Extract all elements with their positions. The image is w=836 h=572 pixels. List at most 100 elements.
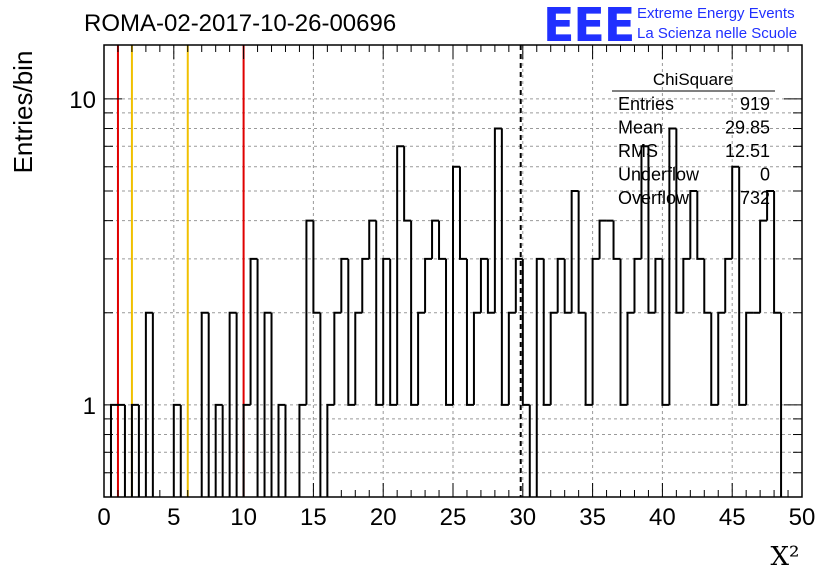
histogram-bin [493, 127, 502, 313]
histogram-bin [668, 127, 677, 405]
histogram-bin [263, 311, 272, 497]
histogram-bin [591, 257, 600, 405]
x-tick-label: 10 [230, 504, 257, 531]
histogram-bin [689, 189, 698, 259]
x-tick-label: 20 [370, 504, 397, 531]
histogram-bin [130, 403, 139, 497]
stats-row-label: Overflow [618, 188, 690, 208]
histogram-bin [703, 258, 712, 314]
histogram-bin [410, 220, 419, 406]
histogram-bin [612, 220, 621, 260]
stats-box: ChiSquare Entries 919 Mean 29.85 RMS 12.51 Und… [612, 70, 775, 208]
histogram-bin [305, 219, 314, 405]
stats-row-value: 29.85 [725, 118, 770, 138]
histogram-bin [465, 258, 474, 406]
x-tick-label: 0 [97, 504, 110, 531]
histogram-bin [333, 311, 342, 405]
histogram-bin [563, 258, 572, 314]
histogram-bin [214, 403, 223, 497]
y-axis-label: Entries/bin [8, 51, 38, 174]
histogram-bin [479, 257, 488, 313]
histogram-bin [570, 189, 579, 313]
stats-row-label: RMS [618, 141, 658, 161]
histogram-bin [277, 403, 286, 497]
histogram-bin [424, 257, 433, 313]
histogram-bin [500, 128, 509, 406]
y-tick-label: 1 [83, 393, 96, 420]
histogram-bin [507, 311, 516, 405]
histogram-bin [654, 257, 663, 313]
histogram-bin [759, 219, 768, 313]
histogram-bin [417, 311, 426, 405]
logo-text-line1: Extreme Energy Events [637, 5, 795, 22]
histogram-bin [361, 257, 370, 313]
histogram-bin [249, 257, 258, 405]
histogram-bin [633, 257, 642, 313]
histogram-bin [549, 311, 558, 405]
eee-logo-mark: EEE [543, 0, 635, 52]
histogram-bin [598, 219, 607, 259]
histogram-bin [347, 258, 356, 406]
histogram-bin [458, 166, 467, 260]
histogram-bin [745, 311, 754, 405]
histogram-bin [710, 312, 719, 406]
histogram-bin [312, 220, 321, 314]
histogram-bin [535, 257, 544, 497]
histogram-bin [661, 258, 670, 406]
x-tick-label: 15 [300, 504, 327, 531]
histogram-bin [242, 403, 251, 497]
x-tick-label: 45 [719, 504, 746, 531]
histogram-bin [647, 146, 656, 314]
histogram-bin [431, 219, 440, 259]
x-tick-label: 30 [509, 504, 536, 531]
histogram-bin [438, 220, 447, 260]
histogram-bin [228, 311, 237, 497]
histogram-bin [619, 258, 628, 406]
histogram-bin [382, 257, 391, 405]
histogram-bin [472, 311, 481, 405]
x-tick-label: 40 [649, 504, 676, 531]
histogram-bin [640, 145, 649, 259]
histogram-bin [200, 311, 209, 497]
histogram-bin [521, 258, 530, 406]
histogram-bin [717, 311, 726, 405]
logo-text-line2: La Scienza nelle Scuole [637, 25, 798, 42]
stats-row-value: 919 [740, 94, 770, 114]
histogram-bin [340, 257, 349, 313]
stats-row-label: Mean [618, 118, 663, 138]
x-tick-label: 50 [789, 504, 816, 531]
histogram-bin [675, 128, 684, 314]
histogram-bin [766, 189, 775, 221]
x-axis-label: X² [771, 542, 800, 572]
stats-row-value: 12.51 [725, 141, 770, 161]
histogram-bin [682, 257, 691, 313]
x-tick-label: 25 [440, 504, 467, 531]
histogram-bin [696, 190, 705, 260]
axes: 0 5 10 15 20 25 30 35 40 45 50 1 10 [69, 44, 816, 531]
histogram-bars [109, 127, 783, 497]
histogram-bin [773, 190, 782, 314]
histogram-bin [542, 258, 551, 406]
x-tick-label: 35 [579, 504, 606, 531]
histogram-bin [396, 145, 405, 405]
histogram-bin [738, 166, 747, 406]
histogram-bin [403, 146, 412, 222]
stats-row-label: Entries [618, 94, 674, 114]
histogram-bin [172, 403, 181, 497]
histogram-bin [375, 220, 384, 406]
histogram-bin [486, 258, 495, 314]
stats-row-label: Underflow [618, 165, 700, 185]
histogram-bin [368, 219, 377, 259]
histogram-bin [445, 258, 453, 406]
histogram-bin [144, 311, 153, 497]
histogram-bin [298, 403, 307, 497]
y-tick-label: 10 [69, 87, 96, 114]
histogram-bin [326, 403, 335, 497]
histogram-bin [626, 311, 635, 405]
stats-row-value: 0 [760, 165, 770, 185]
stats-row-value: 732 [740, 188, 770, 208]
histogram-bin [724, 257, 733, 313]
histogram-bin [354, 311, 363, 405]
histogram-bin [452, 165, 460, 405]
